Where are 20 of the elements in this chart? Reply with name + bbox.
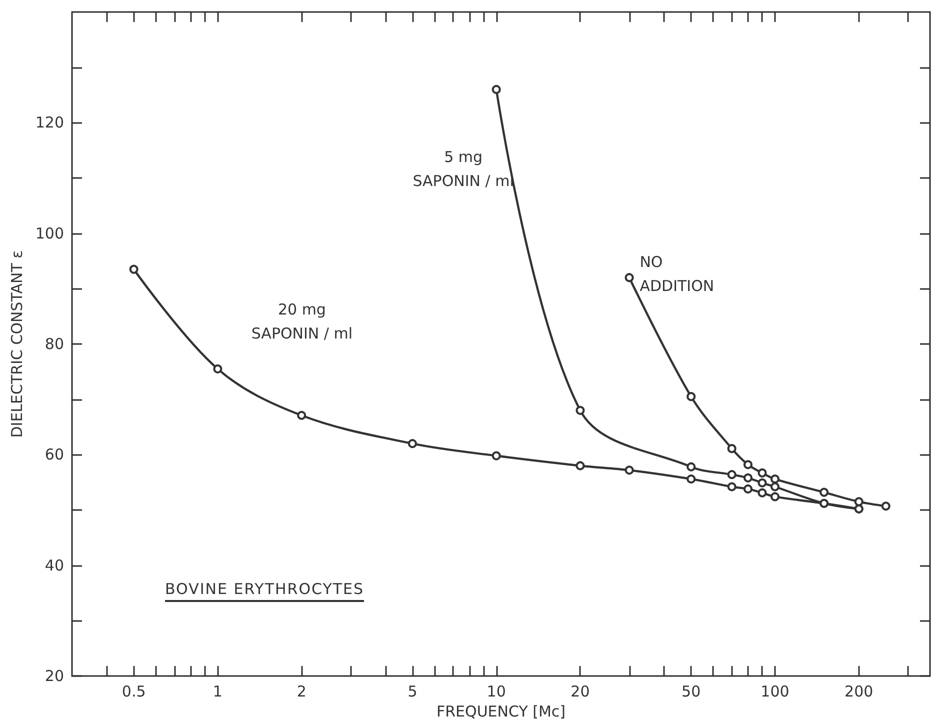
x-tick-label: 1	[212, 682, 222, 700]
x-tick-label: 200	[844, 682, 874, 700]
x-tick-label: 100	[760, 682, 790, 700]
x-tick-label: 0.5	[122, 682, 146, 700]
x-tick-label: 50	[682, 682, 701, 700]
series-label: NO ADDITION	[640, 253, 714, 296]
y-axis-title: DIELECTRIC CONSTANT ε	[8, 250, 26, 438]
y-tick-label: 60	[44, 446, 64, 464]
x-tick-label: 20	[570, 682, 590, 700]
x-tick-label: 2	[296, 682, 306, 700]
annotation: BOVINE ERYTHROCYTES	[165, 580, 364, 598]
y-tick-label: 40	[44, 556, 64, 574]
x-axis-title: FREQUENCY [Mc]	[436, 702, 566, 720]
y-tick-label: 120	[35, 114, 64, 132]
y-tick-label: 100	[35, 224, 64, 242]
x-tick-label: 10	[486, 682, 506, 700]
y-tick-label: 20	[44, 667, 64, 685]
y-tick-label: 80	[44, 335, 64, 353]
x-tick-label: 5	[408, 682, 418, 700]
text: 20 mg SAPONIN / ml	[251, 300, 353, 342]
